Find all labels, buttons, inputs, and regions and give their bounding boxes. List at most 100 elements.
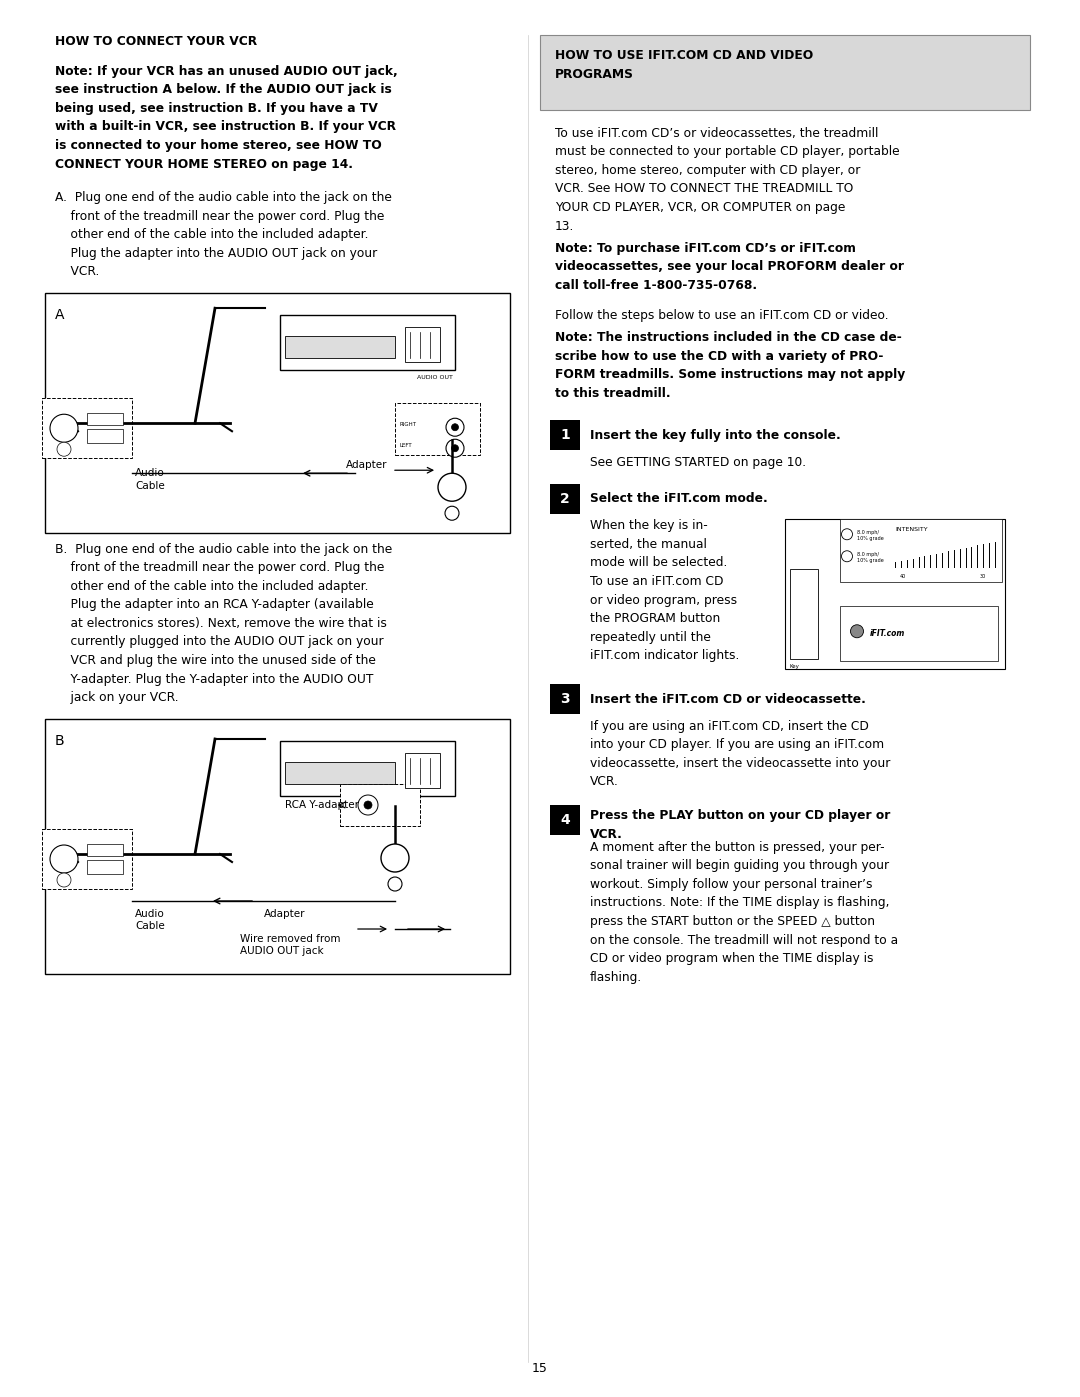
Text: repeatedly until the: repeatedly until the <box>590 630 711 644</box>
Circle shape <box>50 845 78 873</box>
Text: Wire removed from
AUDIO OUT jack: Wire removed from AUDIO OUT jack <box>240 935 340 957</box>
Text: Plug the adapter into the AUDIO OUT jack on your: Plug the adapter into the AUDIO OUT jack… <box>55 247 377 260</box>
Circle shape <box>388 877 402 891</box>
Bar <box>840 606 998 661</box>
Text: 4: 4 <box>561 813 570 827</box>
Text: VCR.: VCR. <box>590 775 619 788</box>
Bar <box>340 784 420 826</box>
Text: VCR.: VCR. <box>55 265 99 278</box>
Bar <box>550 805 580 835</box>
Text: AUDIO OUT: AUDIO OUT <box>417 376 453 380</box>
Text: videocassette, insert the videocassette into your: videocassette, insert the videocassette … <box>590 757 890 770</box>
Text: A moment after the button is pressed, your per-: A moment after the button is pressed, yo… <box>590 841 885 854</box>
Circle shape <box>364 800 372 809</box>
Bar <box>540 35 1030 110</box>
Text: Follow the steps below to use an iFIT.com CD or video.: Follow the steps below to use an iFIT.co… <box>555 309 889 321</box>
Text: front of the treadmill near the power cord. Plug the: front of the treadmill near the power co… <box>55 210 384 222</box>
Circle shape <box>357 795 378 814</box>
Circle shape <box>438 474 465 502</box>
Circle shape <box>57 443 71 457</box>
Text: workout. Simply follow your personal trainer’s: workout. Simply follow your personal tra… <box>590 877 873 891</box>
Text: the PROGRAM button: the PROGRAM button <box>590 612 720 624</box>
Bar <box>285 337 395 358</box>
Text: To use iFIT.com CD’s or videocassettes, the treadmill: To use iFIT.com CD’s or videocassettes, … <box>555 127 878 140</box>
Text: currently plugged into the AUDIO OUT jack on your: currently plugged into the AUDIO OUT jac… <box>55 636 383 648</box>
Bar <box>395 404 480 455</box>
Bar <box>550 483 580 514</box>
Text: jack on your VCR.: jack on your VCR. <box>55 692 178 704</box>
Text: HOW TO CONNECT YOUR VCR: HOW TO CONNECT YOUR VCR <box>55 35 257 47</box>
Text: Note: To purchase iFIT.com CD’s or iFIT.com: Note: To purchase iFIT.com CD’s or iFIT.… <box>555 242 855 254</box>
Text: INTENSITY: INTENSITY <box>895 527 928 532</box>
Text: other end of the cable into the included adapter.: other end of the cable into the included… <box>55 228 368 242</box>
Text: stereo, home stereo, computer with CD player, or: stereo, home stereo, computer with CD pl… <box>555 163 861 177</box>
Circle shape <box>451 444 459 451</box>
Text: 1: 1 <box>561 429 570 443</box>
Text: Insert the iFIT.com CD or videocassette.: Insert the iFIT.com CD or videocassette. <box>590 693 866 705</box>
Text: VCR and plug the wire into the unused side of the: VCR and plug the wire into the unused si… <box>55 654 376 666</box>
Text: front of the treadmill near the power cord. Plug the: front of the treadmill near the power co… <box>55 562 384 574</box>
Circle shape <box>446 418 464 436</box>
Bar <box>840 520 1002 583</box>
Text: instructions. Note: If the TIME display is flashing,: instructions. Note: If the TIME display … <box>590 897 890 909</box>
Text: iFIT.com indicator lights.: iFIT.com indicator lights. <box>590 650 740 662</box>
Bar <box>405 753 440 788</box>
Text: Key: Key <box>789 664 800 669</box>
Text: Note: The instructions included in the CD case de-: Note: The instructions included in the C… <box>555 331 902 344</box>
Text: LEFT: LEFT <box>400 443 413 448</box>
Text: CONNECT YOUR HOME STEREO on page 14.: CONNECT YOUR HOME STEREO on page 14. <box>55 158 353 170</box>
Text: other end of the cable into the included adapter.: other end of the cable into the included… <box>55 580 368 592</box>
Circle shape <box>841 528 852 539</box>
Text: RIGHT: RIGHT <box>400 422 417 427</box>
Text: is connected to your home stereo, see HOW TO: is connected to your home stereo, see HO… <box>55 140 381 152</box>
Text: When the key is in-: When the key is in- <box>590 520 707 532</box>
Text: 10% grade: 10% grade <box>858 536 883 541</box>
Text: If you are using an iFIT.com CD, insert the CD: If you are using an iFIT.com CD, insert … <box>590 719 869 732</box>
Text: B.  Plug one end of the audio cable into the jack on the: B. Plug one end of the audio cable into … <box>55 542 392 556</box>
Text: Plug the adapter into an RCA Y-adapter (available: Plug the adapter into an RCA Y-adapter (… <box>55 598 374 612</box>
Text: Y-adapter. Plug the Y-adapter into the AUDIO OUT: Y-adapter. Plug the Y-adapter into the A… <box>55 672 374 686</box>
Text: VCR. See HOW TO CONNECT THE TREADMILL TO: VCR. See HOW TO CONNECT THE TREADMILL TO <box>555 183 853 196</box>
Text: Select the iFIT.com mode.: Select the iFIT.com mode. <box>590 492 768 506</box>
Text: To use an iFIT.com CD: To use an iFIT.com CD <box>590 576 724 588</box>
Circle shape <box>446 439 464 457</box>
Text: with a built-in VCR, see instruction B. If your VCR: with a built-in VCR, see instruction B. … <box>55 120 396 134</box>
Bar <box>550 685 580 714</box>
Text: 40: 40 <box>900 574 906 580</box>
Circle shape <box>50 415 78 443</box>
Circle shape <box>381 844 409 872</box>
Text: press the START button or the SPEED △ button: press the START button or the SPEED △ bu… <box>590 915 875 928</box>
Bar <box>280 316 455 370</box>
Bar <box>45 293 510 534</box>
Text: Press the PLAY button on your CD player or: Press the PLAY button on your CD player … <box>590 809 890 823</box>
Text: 3: 3 <box>561 692 570 705</box>
Text: flashing.: flashing. <box>590 971 643 983</box>
Text: A: A <box>55 309 65 323</box>
Circle shape <box>445 506 459 520</box>
Text: or video program, press: or video program, press <box>590 594 738 606</box>
Text: VCR.: VCR. <box>590 828 623 841</box>
Text: Adapter: Adapter <box>265 909 306 919</box>
Text: RCA Y-adapter: RCA Y-adapter <box>285 800 359 810</box>
Text: on the console. The treadmill will not respond to a: on the console. The treadmill will not r… <box>590 933 899 947</box>
Text: 8.0 mph/: 8.0 mph/ <box>858 552 879 557</box>
Text: iFIT.com: iFIT.com <box>870 629 905 638</box>
Text: FORM treadmills. Some instructions may not apply: FORM treadmills. Some instructions may n… <box>555 369 905 381</box>
Text: 15: 15 <box>532 1362 548 1375</box>
Bar <box>789 569 818 659</box>
Bar <box>45 719 510 974</box>
Text: into your CD player. If you are using an iFIT.com: into your CD player. If you are using an… <box>590 738 885 752</box>
Text: 13.: 13. <box>555 219 575 233</box>
Bar <box>42 398 132 458</box>
Bar <box>550 420 580 450</box>
Text: serted, the manual: serted, the manual <box>590 538 707 550</box>
Text: See GETTING STARTED on page 10.: See GETTING STARTED on page 10. <box>590 455 806 469</box>
Circle shape <box>451 423 459 430</box>
Text: 10% grade: 10% grade <box>858 559 883 563</box>
Bar <box>405 327 440 362</box>
Bar <box>87 861 123 875</box>
Bar <box>87 414 123 425</box>
Text: A.  Plug one end of the audio cable into the jack on the: A. Plug one end of the audio cable into … <box>55 191 392 204</box>
Bar <box>42 828 132 888</box>
Text: Note: If your VCR has an unused AUDIO OUT jack,: Note: If your VCR has an unused AUDIO OU… <box>55 64 397 78</box>
